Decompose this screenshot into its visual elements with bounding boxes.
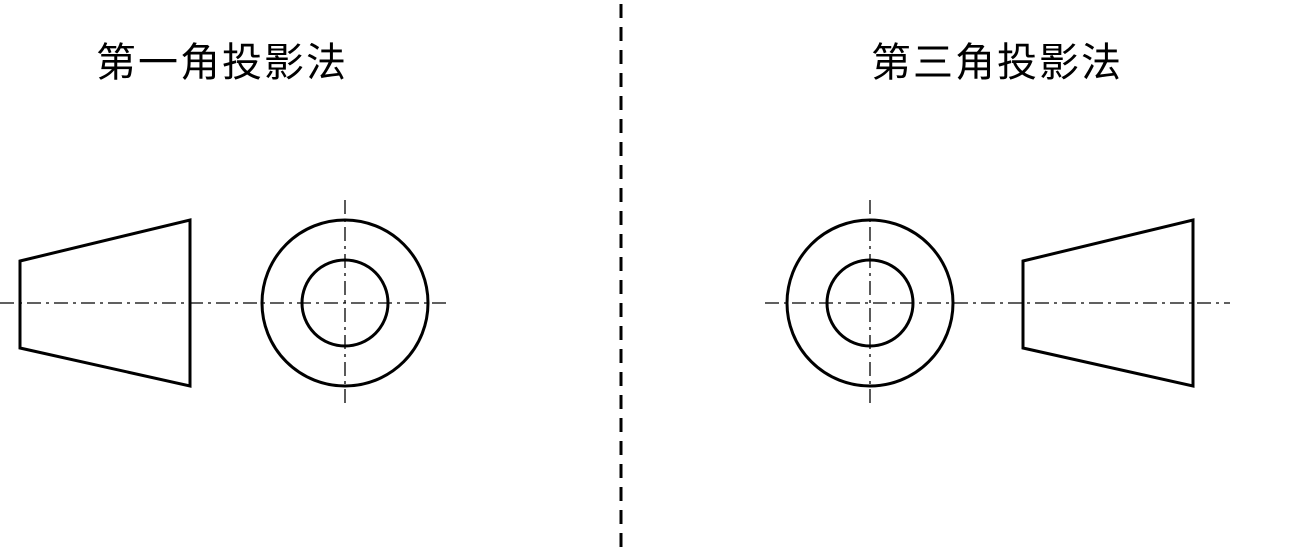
third-angle-panel: 第三角投影法 xyxy=(765,40,1230,406)
third-angle-cone-side-view xyxy=(1021,218,1195,388)
first-angle-cone-side-view xyxy=(18,218,192,388)
first-angle-panel: 第一角投影法 xyxy=(0,40,448,406)
first-angle-title: 第一角投影法 xyxy=(96,40,348,86)
third-angle-title: 第三角投影法 xyxy=(871,40,1123,86)
